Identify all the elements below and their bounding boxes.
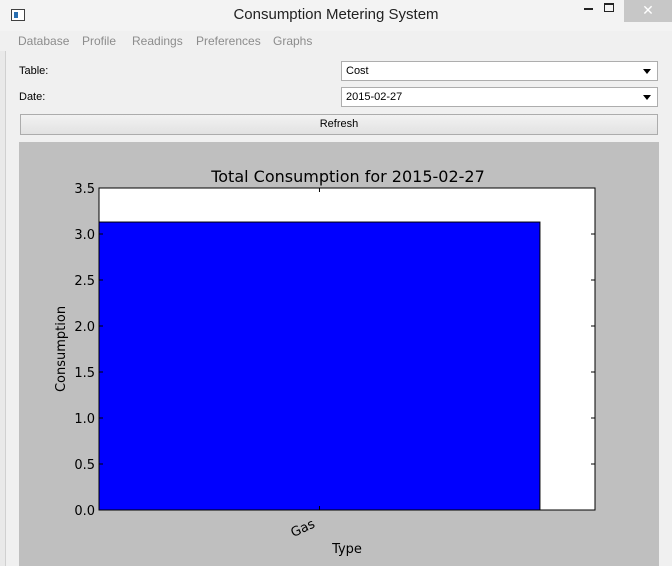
app-icon[interactable] [11,9,25,21]
y-tick-label: 0.0 [74,504,95,519]
y-ticks: 0.0 0.5 1.0 1.5 2.0 2.5 3.0 3.5 [74,182,595,519]
y-tick-label: 1.0 [74,412,95,427]
refresh-button[interactable]: Refresh [20,114,658,135]
table-select[interactable]: Cost [341,61,658,81]
menu-graphs[interactable]: Graphs [273,34,313,48]
close-icon: ✕ [642,3,654,19]
bar-gas [98,221,541,511]
table-label: Table: [19,65,49,77]
window-edge [0,0,6,566]
table-select-value: Cost [346,65,369,77]
y-tick-label: 2.0 [74,320,95,335]
bar-chart: Total Consumption for 2015-02-27 0.0 0.5 1… [54,167,596,557]
y-tick-label: 3.0 [74,228,95,243]
y-tick-label: 3.5 [74,182,95,197]
minimize-button[interactable] [571,0,605,22]
menu-bar: Database Profile Readings Preferences Gr… [0,31,672,51]
date-select-value: 2015-02-27 [346,91,403,103]
date-select[interactable]: 2015-02-27 [341,87,658,107]
minimize-icon [583,7,593,10]
chevron-down-icon [643,95,651,100]
chevron-down-icon [643,69,651,74]
y-tick-label: 0.5 [74,458,95,473]
x-tick-label: Gas [289,517,318,541]
maximize-icon [604,3,614,12]
bars-layer [98,221,541,511]
chart-canvas: Total Consumption for 2015-02-27 0.0 0.5 1… [19,142,659,566]
menu-database[interactable]: Database [18,34,70,48]
menu-preferences[interactable]: Preferences [196,34,261,48]
menu-profile[interactable]: Profile [82,34,117,48]
y-tick-label: 2.5 [74,274,95,289]
close-button[interactable]: ✕ [624,0,672,22]
y-tick-label: 1.5 [74,366,95,381]
maximize-button[interactable] [592,0,626,22]
x-axis-label: Type [331,542,362,557]
window-title: Consumption Metering System [233,6,439,23]
date-label: Date: [19,91,46,103]
title-bar[interactable]: Consumption Metering System ✕ [0,0,672,31]
menu-readings[interactable]: Readings [132,34,183,48]
y-axis-label: Consumption [54,306,69,392]
chart-title: Total Consumption for 2015-02-27 [210,167,485,186]
